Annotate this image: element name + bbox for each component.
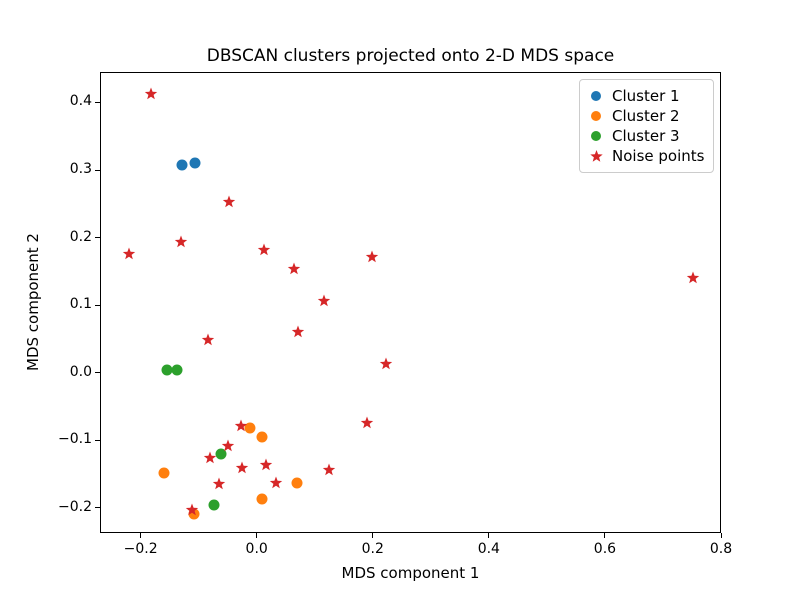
y-tick-mark (95, 439, 100, 441)
y-tick-label: 0.1 (69, 296, 92, 313)
y-tick-mark (95, 372, 100, 374)
x-tick-label: 0.8 (709, 541, 733, 557)
y-tick-label: 0.0 (69, 363, 92, 380)
y-tick-label: −0.2 (58, 498, 92, 515)
y-tick-mark (95, 237, 100, 239)
circle-marker-icon (580, 131, 612, 141)
plot-area (100, 72, 721, 533)
scatter-point (235, 417, 248, 436)
x-tick-mark (256, 533, 258, 538)
y-tick-mark (95, 304, 100, 306)
scatter-point (176, 159, 188, 171)
scatter-point (686, 270, 700, 289)
x-tick-label: 0.0 (245, 541, 268, 557)
x-tick-mark (488, 533, 490, 538)
x-tick-mark (604, 533, 606, 538)
scatter-point (158, 467, 170, 479)
legend-item: Cluster 1 (580, 86, 705, 106)
scatter-point (270, 474, 283, 493)
scatter-point (365, 248, 379, 267)
x-tick-mark (140, 533, 142, 538)
x-tick-mark (720, 533, 722, 538)
scatter-point (361, 415, 374, 434)
circle-marker-icon (580, 91, 612, 101)
scatter-point (202, 332, 215, 351)
scatter-point (244, 422, 256, 434)
y-tick-label: 0.4 (69, 93, 92, 110)
x-tick-label: 0.4 (477, 541, 500, 557)
legend-label: Cluster 1 (612, 87, 680, 105)
legend-label: Cluster 2 (612, 107, 680, 125)
scatter-point (123, 245, 136, 264)
chart-title: DBSCAN clusters projected onto 2-D MDS s… (206, 46, 615, 66)
y-tick-mark (95, 101, 100, 103)
scatter-point (208, 499, 220, 511)
legend-label: Noise points (612, 147, 705, 165)
legend-item: Noise points (580, 146, 705, 166)
x-tick-label: 0.6 (593, 541, 617, 557)
scatter-point (256, 431, 268, 443)
scatter-point (174, 233, 188, 252)
legend-item: Cluster 3 (580, 126, 705, 146)
legend-item: Cluster 2 (580, 106, 705, 126)
scatter-point (171, 364, 183, 376)
circle-marker-icon (580, 111, 612, 121)
scatter-point (215, 448, 227, 460)
legend-label: Cluster 3 (612, 127, 680, 145)
x-tick-label: 0.2 (361, 541, 384, 557)
x-tick-mark (372, 533, 374, 538)
x-tick-label: −0.2 (123, 541, 158, 557)
scatter-point (223, 193, 236, 212)
scatter-point (185, 502, 199, 521)
scatter-point (235, 460, 249, 479)
scatter-point (257, 242, 270, 261)
scatter-point (288, 260, 301, 279)
scatter-point (322, 462, 335, 481)
scatter-point (256, 493, 268, 505)
scatter-point (292, 324, 305, 343)
scatter-point (189, 157, 201, 169)
y-tick-label: −0.1 (58, 431, 92, 448)
scatter-point (145, 86, 158, 105)
scatter-point (260, 456, 273, 475)
scatter-point (213, 476, 226, 495)
y-tick-label: 0.3 (69, 161, 92, 177)
x-axis-label: MDS component 1 (341, 564, 480, 582)
legend: Cluster 1 Cluster 2 Cluster 3 Noise points (579, 79, 714, 173)
scatter-point (203, 449, 217, 468)
star-icon (580, 149, 612, 163)
scatter-point (379, 356, 393, 375)
scatter-point (221, 438, 235, 457)
y-tick-label: 0.2 (69, 228, 92, 245)
scatter-point (317, 293, 331, 312)
y-tick-mark (95, 507, 100, 509)
scatter-point (161, 364, 173, 376)
y-tick-mark (95, 169, 100, 171)
scatter-point (291, 477, 303, 489)
